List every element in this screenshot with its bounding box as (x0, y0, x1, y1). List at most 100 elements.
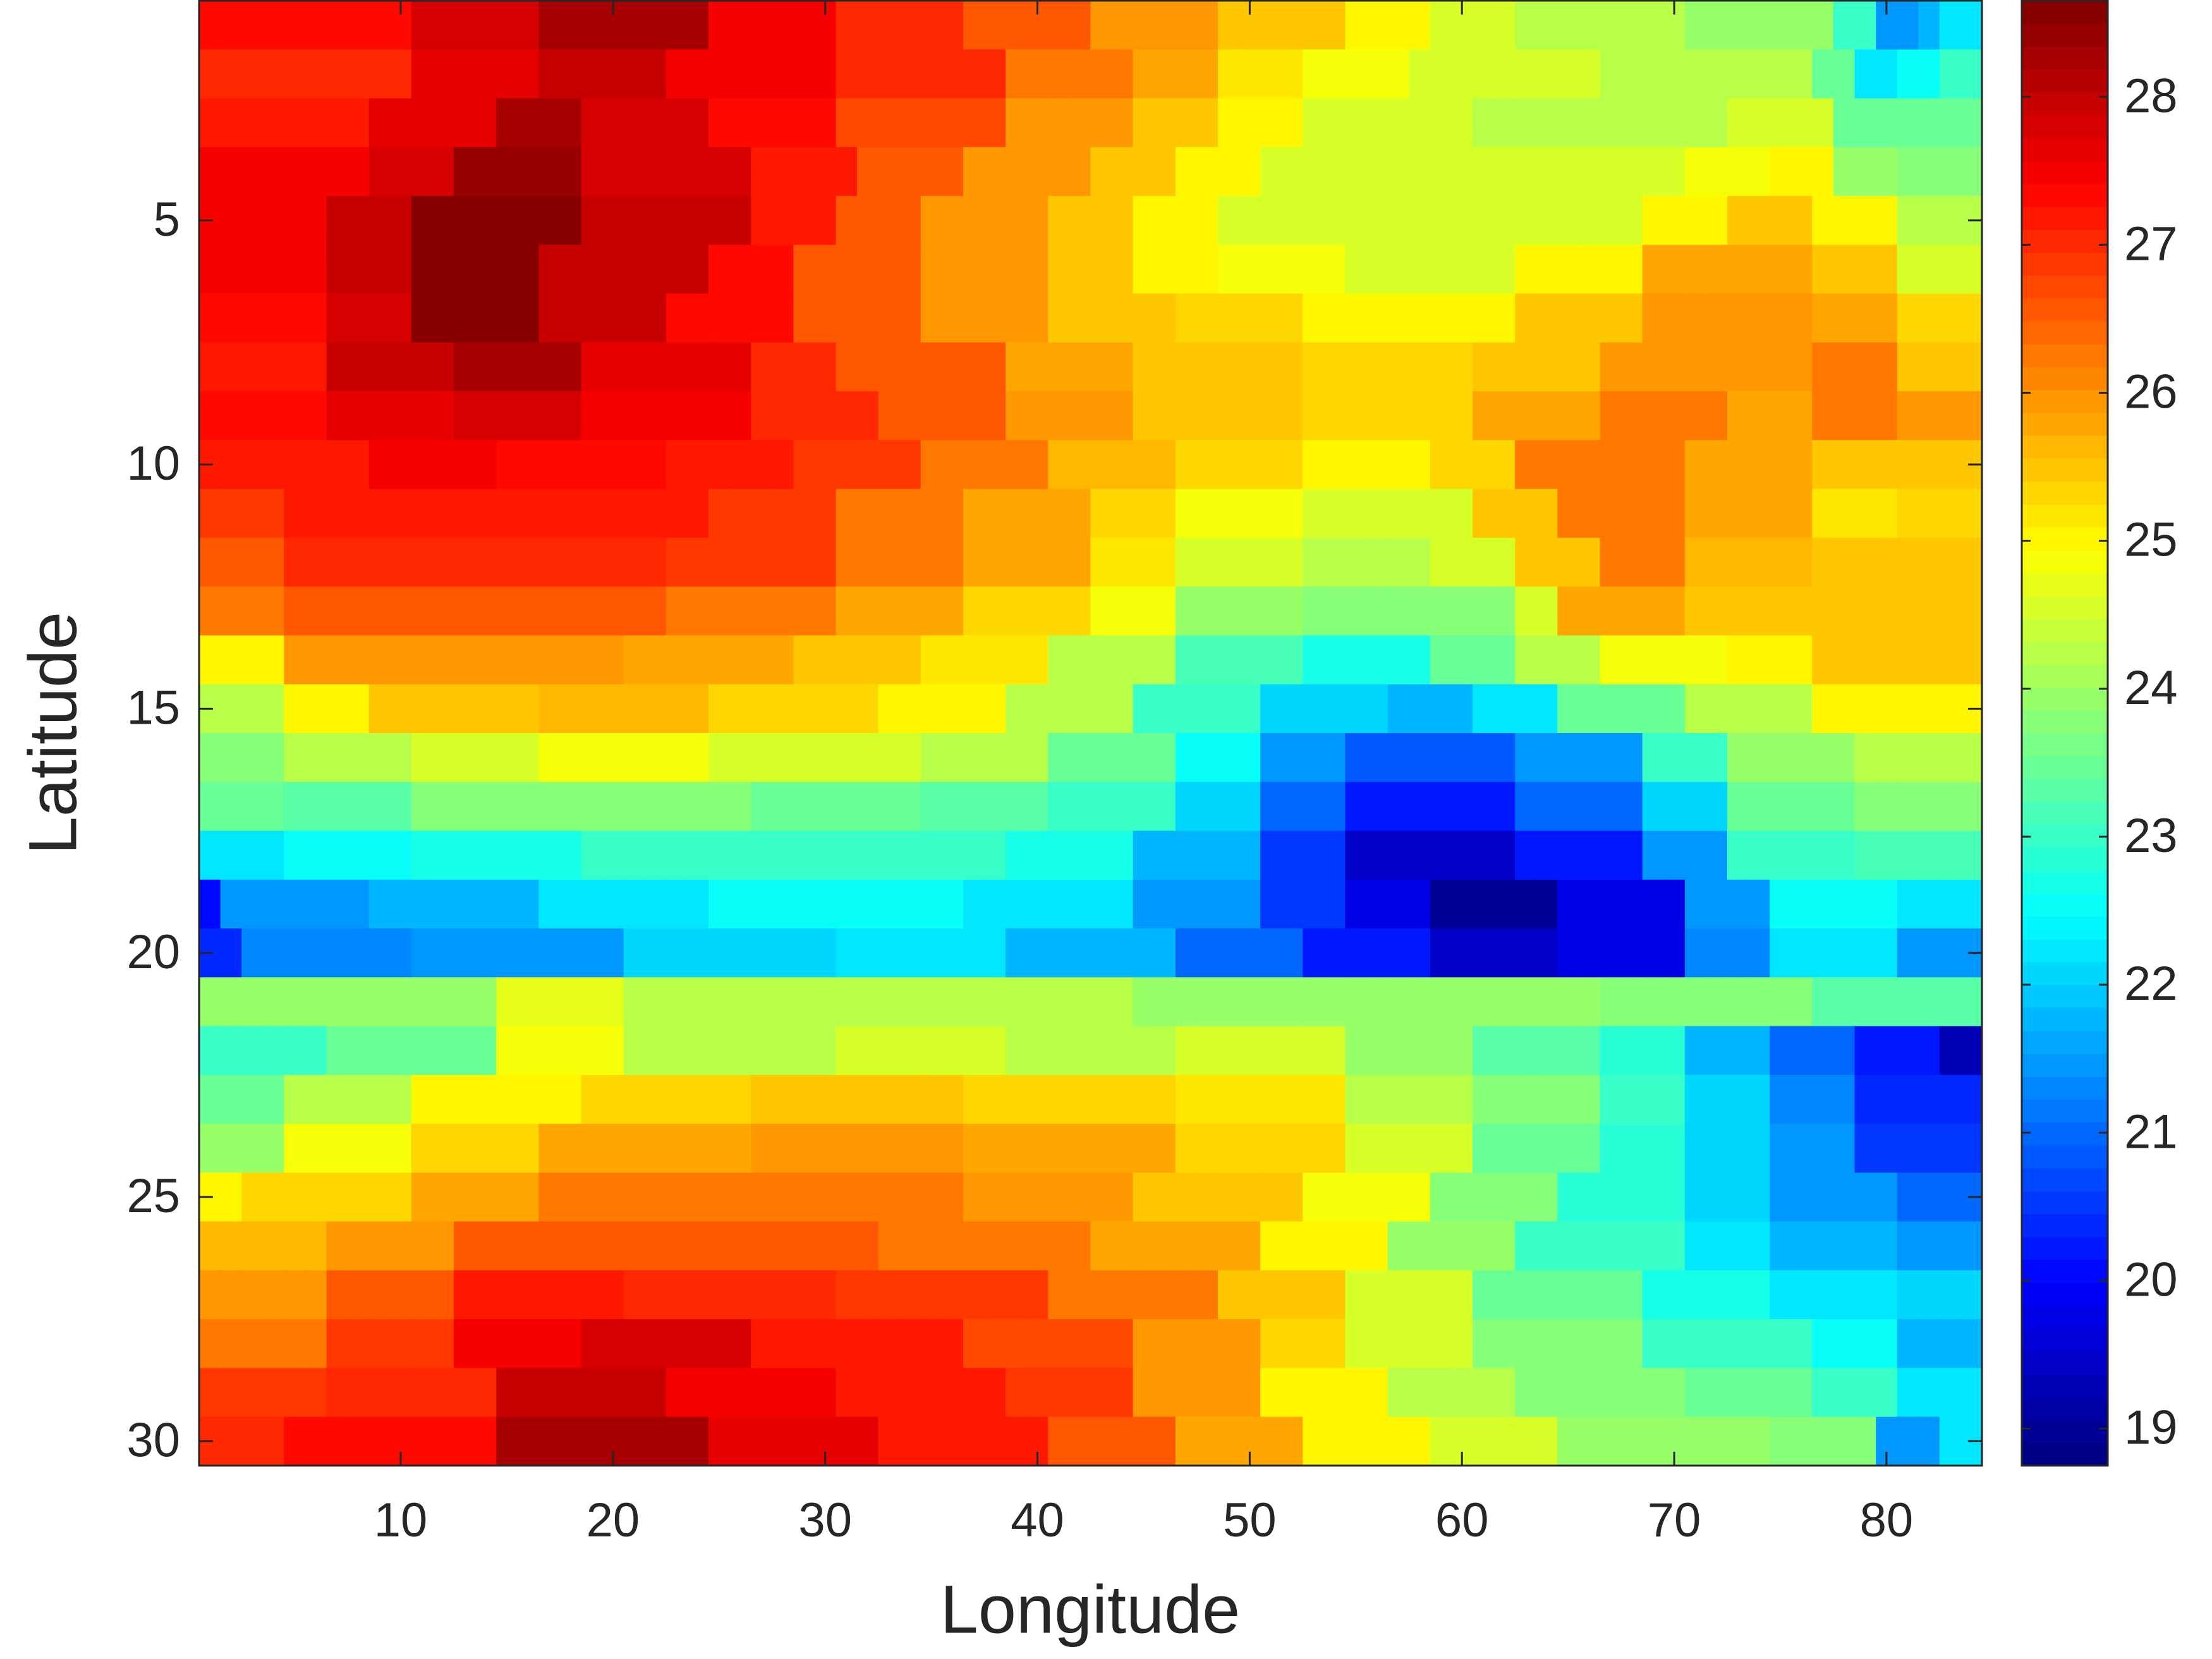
heatmap-cell (1239, 928, 1261, 978)
heatmap-cell (1133, 928, 1155, 978)
heatmap-cell (1727, 1172, 1749, 1222)
heatmap-cell (1281, 342, 1303, 392)
heatmap-cell (517, 245, 539, 295)
heatmap-cell (1876, 879, 1898, 929)
heatmap-cell (199, 1221, 221, 1271)
heatmap-cell (1897, 98, 1919, 148)
heatmap-cell (665, 1221, 688, 1271)
heatmap-cell (1218, 0, 1240, 50)
heatmap-cell (1770, 537, 1792, 587)
heatmap-cell (623, 342, 645, 392)
heatmap-cell (1918, 733, 1940, 782)
heatmap-cell (1748, 586, 1770, 636)
colorbar-step (2022, 595, 2108, 619)
heatmap-cell (1833, 977, 1856, 1027)
heatmap-cell (1493, 1319, 1516, 1369)
heatmap-cell (1578, 489, 1601, 538)
heatmap-cell (1790, 928, 1813, 978)
heatmap-cell (1430, 245, 1452, 295)
heatmap-cell (623, 1368, 645, 1418)
heatmap-cell (390, 391, 412, 441)
heatmap-cell (411, 684, 434, 734)
heatmap-cell (1345, 245, 1367, 295)
heatmap-cell (1281, 879, 1303, 929)
heatmap-cell (878, 1221, 900, 1271)
heatmap-cell (602, 1319, 624, 1369)
heatmap-cell (751, 1172, 773, 1222)
heatmap-cell (1387, 0, 1409, 50)
heatmap-cell (1918, 147, 1940, 197)
heatmap-cell (772, 391, 794, 441)
heatmap-cell (1663, 342, 1686, 392)
heatmap-cell (1918, 440, 1940, 490)
heatmap-cell (1133, 1124, 1155, 1173)
heatmap-cell (645, 342, 667, 392)
heatmap-cell (1175, 98, 1198, 148)
heatmap-cell (1706, 1416, 1728, 1466)
heatmap-cell (1684, 635, 1707, 685)
heatmap-cell (623, 1416, 645, 1466)
heatmap-cell (454, 586, 476, 636)
heatmap-cell (454, 98, 476, 148)
heatmap-cell (1876, 1172, 1898, 1222)
heatmap-cell (305, 489, 327, 538)
heatmap-cell (1684, 1319, 1707, 1369)
heatmap-cell (1770, 1221, 1792, 1271)
heatmap-cell (623, 196, 645, 245)
heatmap-cell (1430, 391, 1452, 441)
heatmap-cell (1112, 928, 1134, 978)
heatmap-cell (368, 537, 391, 587)
heatmap-cell (1473, 684, 1495, 734)
heatmap-cell (793, 635, 815, 685)
heatmap-cell (220, 391, 242, 441)
heatmap-cell (1727, 586, 1749, 636)
heatmap-cell (920, 635, 943, 685)
heatmap-cell (284, 1319, 306, 1369)
heatmap-cell (1260, 635, 1282, 685)
heatmap-cell (1133, 0, 1155, 50)
heatmap-cell (1770, 586, 1792, 636)
heatmap-cell (326, 1416, 348, 1466)
heatmap-cell (1939, 782, 1962, 832)
heatmap-cell (1493, 1172, 1516, 1222)
heatmap-cell (559, 782, 582, 832)
heatmap-cell (1175, 782, 1198, 832)
heatmap-cell (1897, 1221, 1919, 1271)
heatmap-cell (1642, 245, 1664, 295)
heatmap-cell (814, 342, 837, 392)
heatmap-cell (1621, 245, 1643, 295)
heatmap-cell (475, 147, 497, 197)
heatmap-cell (1812, 1124, 1834, 1173)
heatmap-cell (1515, 245, 1537, 295)
heatmap-cell (687, 684, 709, 734)
heatmap-cell (751, 733, 773, 782)
heatmap-cell (1854, 1026, 1876, 1076)
heatmap-cell (1621, 49, 1643, 99)
heatmap-cell (1218, 977, 1240, 1027)
heatmap-cell (665, 293, 688, 343)
heatmap-cell (1727, 1026, 1749, 1076)
heatmap-cell (559, 1172, 582, 1222)
heatmap-cell (1451, 196, 1473, 245)
heatmap-cell (411, 147, 434, 197)
heatmap-cell (475, 293, 497, 343)
heatmap-cell (729, 1074, 751, 1124)
heatmap-cell (1430, 1319, 1452, 1369)
heatmap-cell (963, 49, 985, 99)
colorbar-step (2022, 1, 2108, 24)
heatmap-cell (1706, 147, 1728, 197)
heatmap-cell (942, 1416, 964, 1466)
heatmap-cell (432, 733, 454, 782)
heatmap-cell (729, 391, 751, 441)
heatmap-cell (1026, 879, 1048, 929)
heatmap-cell (920, 245, 943, 295)
heatmap-cell (1090, 0, 1112, 50)
heatmap-cell (1451, 1319, 1473, 1369)
heatmap-cell (1600, 147, 1622, 197)
heatmap-cell (1854, 586, 1876, 636)
heatmap-cell (1175, 440, 1198, 490)
heatmap-cell (1515, 0, 1537, 50)
heatmap-cell (1727, 0, 1749, 50)
heatmap-cell (1748, 147, 1770, 197)
heatmap-cell (1218, 49, 1240, 99)
